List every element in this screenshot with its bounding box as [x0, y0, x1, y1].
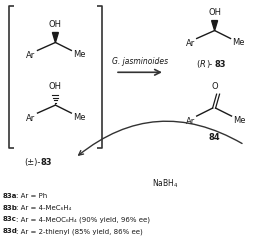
Text: NaBH$_4$: NaBH$_4$	[152, 178, 178, 190]
Text: Ar: Ar	[26, 51, 35, 61]
Text: : Ar = 4-MeC₆H₄: : Ar = 4-MeC₆H₄	[16, 205, 71, 211]
Text: Me: Me	[233, 38, 245, 47]
Text: OH: OH	[49, 20, 62, 29]
Text: G. jasminoides: G. jasminoides	[112, 57, 168, 66]
Text: Ar: Ar	[185, 117, 195, 126]
Text: O: O	[211, 82, 218, 91]
Text: 83d: 83d	[3, 228, 17, 234]
Text: R: R	[200, 60, 206, 69]
Text: Me: Me	[73, 50, 86, 60]
FancyArrowPatch shape	[79, 121, 242, 155]
Text: (: (	[197, 60, 200, 69]
Polygon shape	[212, 21, 218, 31]
Text: Ar: Ar	[185, 39, 195, 48]
Text: Ar: Ar	[26, 114, 35, 123]
Text: Me: Me	[233, 116, 246, 125]
Text: (±)-: (±)-	[24, 158, 40, 167]
Text: Me: Me	[73, 113, 86, 122]
Text: : Ar = Ph: : Ar = Ph	[16, 193, 47, 199]
Text: : Ar = 4-MeOC₆H₄ (90% yield, 96% ee): : Ar = 4-MeOC₆H₄ (90% yield, 96% ee)	[16, 217, 150, 223]
Text: 83: 83	[215, 60, 226, 69]
Text: : Ar = 2-thienyl (85% yield, 86% ee): : Ar = 2-thienyl (85% yield, 86% ee)	[16, 228, 142, 235]
Text: )-: )-	[207, 60, 213, 69]
Text: 83b: 83b	[3, 205, 17, 211]
Polygon shape	[52, 32, 58, 42]
Text: 83c: 83c	[3, 217, 17, 222]
Text: 83a: 83a	[3, 193, 17, 199]
Text: OH: OH	[49, 82, 62, 91]
Text: OH: OH	[208, 8, 221, 17]
Text: 83: 83	[40, 158, 52, 167]
Text: 84: 84	[209, 133, 220, 142]
